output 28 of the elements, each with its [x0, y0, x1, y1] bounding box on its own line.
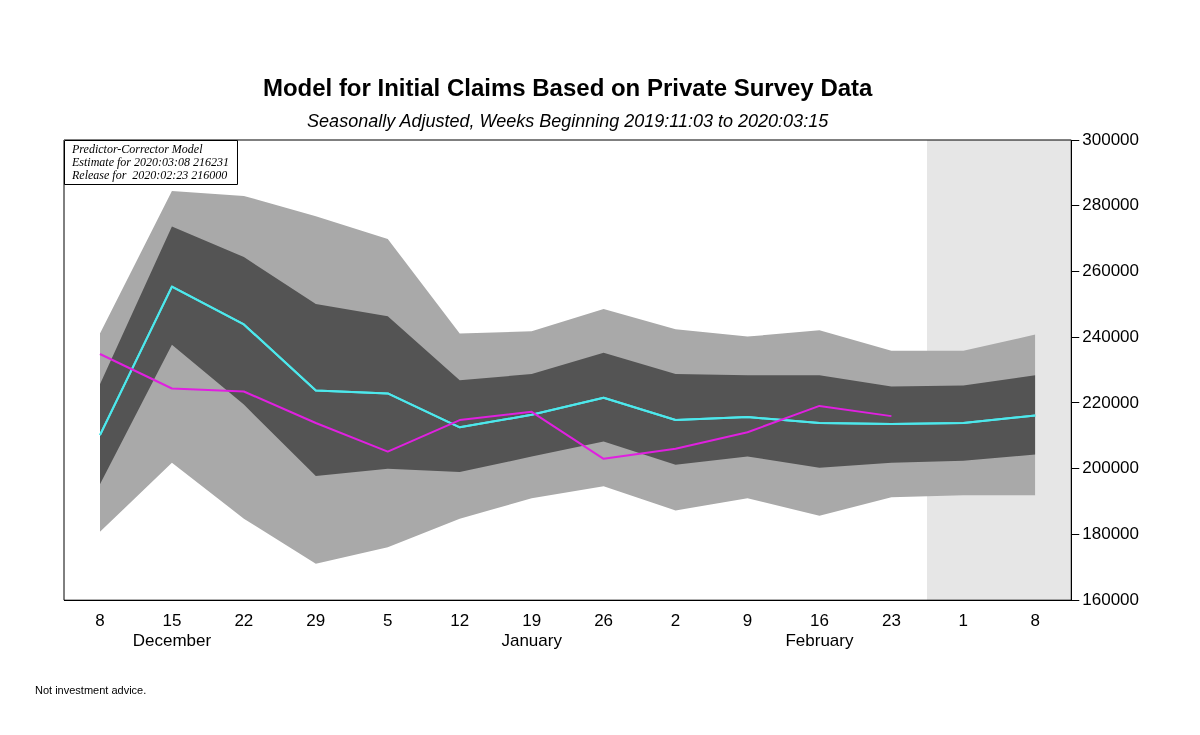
x-tick-label: 16 February [785, 611, 854, 651]
annotation: Estimate for 2020:03:08 216231 [71, 155, 229, 169]
x-tick-label: 29 [306, 611, 326, 631]
x-tick-label: 22 [234, 611, 254, 631]
x-tick-label: 2 [670, 611, 681, 631]
x-tick-label: 12 [450, 611, 470, 631]
x-tick-label: 26 [594, 611, 614, 631]
y-tick-label: 260000 [1082, 261, 1140, 281]
x-tick-label: 8 [1030, 611, 1041, 631]
text: Not investment advice. [35, 684, 147, 696]
x-tick-label: 8 [95, 611, 105, 631]
x-tick-label: 5 [383, 611, 393, 631]
x-tick-label: 23 [881, 611, 901, 631]
y-tick-label: 240000 [1082, 326, 1140, 346]
x-tick-label: 15 December [132, 611, 212, 651]
chart-title: Model for Initial Claims Based on Private Survey Data [262, 74, 874, 101]
x-tick-label: 9 [742, 611, 753, 631]
annotation: Release for 2020:02:23 216000 [71, 168, 228, 182]
chart-subtitle: Seasonally Adjusted, Weeks Beginning 2019:11:03 to 2020:03:15 [307, 111, 830, 131]
y-tick-label: 280000 [1082, 195, 1140, 215]
y-tick-label: 160000 [1082, 589, 1140, 609]
y-tick-label: 300000 [1082, 129, 1140, 149]
y-tick-label: 180000 [1082, 524, 1140, 544]
y-tick-label: 220000 [1082, 392, 1140, 412]
x-tick-label: 19 January [501, 611, 563, 651]
y-tick-label: 200000 [1082, 458, 1140, 478]
annotation: Predictor-Corrector Model [71, 142, 204, 156]
x-tick-label: 1 [958, 611, 969, 631]
